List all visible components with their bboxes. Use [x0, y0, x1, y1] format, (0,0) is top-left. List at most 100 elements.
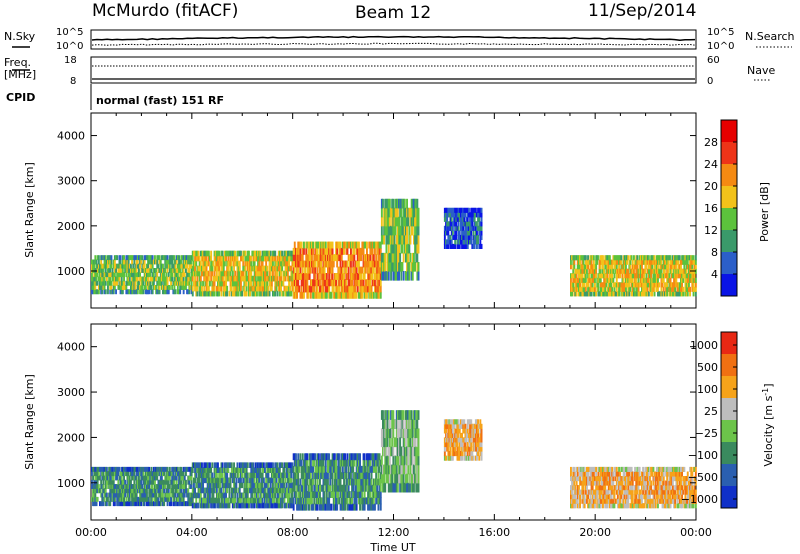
- data-cell: [126, 488, 129, 494]
- data-cell: [321, 291, 324, 299]
- data-cell: [166, 488, 169, 494]
- data-cell: [141, 255, 144, 261]
- data-cell: [327, 497, 329, 505]
- data-cell: [96, 255, 99, 261]
- data-cell: [121, 268, 124, 273]
- data-cell: [183, 479, 186, 485]
- data-cell: [582, 255, 585, 261]
- data-cell: [403, 198, 406, 209]
- data-cell: [118, 488, 121, 494]
- data-cell: [454, 221, 457, 227]
- data-cell: [286, 467, 289, 473]
- data-cell: [124, 471, 127, 477]
- data-cell: [214, 260, 217, 267]
- data-cell: [156, 488, 159, 494]
- data-cell: [598, 291, 601, 297]
- data-cell: [144, 496, 147, 502]
- data-cell: [111, 268, 114, 273]
- data-cell: [257, 472, 259, 479]
- colorbar-tick-label: 12: [704, 224, 718, 237]
- data-cell: [395, 252, 398, 263]
- data-cell: [625, 277, 627, 283]
- data-cell: [103, 466, 106, 472]
- data-cell: [240, 502, 242, 509]
- data-cell: [182, 268, 185, 273]
- data-cell: [666, 255, 669, 261]
- data-cell: [576, 286, 579, 292]
- data-cell: [284, 255, 287, 262]
- data-cell: [285, 290, 288, 297]
- data-cell: [190, 268, 193, 273]
- data-cell: [175, 475, 178, 481]
- data-cell: [252, 280, 255, 287]
- data-cell: [243, 275, 246, 282]
- data-cell: [289, 285, 292, 292]
- data-cell: [219, 280, 222, 287]
- data-cell: [155, 272, 158, 278]
- data-cell: [345, 484, 348, 492]
- data-cell: [309, 484, 312, 492]
- data-cell: [191, 265, 194, 272]
- data-cell: [333, 472, 336, 480]
- data-cell: [168, 484, 171, 489]
- data-cell: [311, 453, 313, 461]
- data-cell: [240, 462, 242, 468]
- data-cell: [284, 487, 287, 494]
- data-cell: [457, 221, 460, 227]
- data-cell: [176, 272, 179, 278]
- data-cell: [356, 484, 359, 492]
- data-cell: [283, 482, 286, 489]
- data-cell: [166, 285, 169, 290]
- data-cell: [303, 459, 305, 467]
- data-cell: [281, 280, 284, 287]
- data-cell: [399, 234, 402, 245]
- data-cell: [182, 276, 185, 282]
- data-cell: [123, 471, 125, 477]
- data-cell: [95, 471, 98, 477]
- data-cell: [589, 282, 592, 288]
- data-cell: [101, 488, 104, 494]
- data-cell: [91, 484, 93, 489]
- data-cell: [155, 289, 158, 295]
- data-cell: [307, 491, 310, 498]
- data-cell: [108, 475, 111, 481]
- data-cell: [625, 291, 627, 297]
- data-cell: [670, 291, 673, 297]
- data-cell: [170, 272, 172, 278]
- data-cell: [217, 285, 219, 292]
- data-cell: [456, 225, 459, 231]
- data-cell: [621, 282, 624, 288]
- data-cell: [234, 472, 237, 479]
- data-cell: [392, 216, 395, 227]
- data-cell: [322, 241, 325, 249]
- data-cell: [183, 475, 186, 481]
- colorbar-tick-label: 24: [704, 158, 718, 171]
- data-cell: [392, 271, 395, 281]
- data-cell: [411, 207, 414, 218]
- data-cell: [222, 265, 225, 272]
- data-cell: [154, 276, 156, 282]
- data-cell: [94, 501, 97, 507]
- data-cell: [322, 254, 325, 262]
- data-cell: [118, 263, 121, 269]
- data-cell: [321, 503, 324, 511]
- data-cell: [386, 216, 389, 227]
- data-cell: [148, 475, 151, 481]
- data-cell: [238, 502, 241, 509]
- data-cell: [149, 471, 152, 477]
- data-cell: [238, 280, 241, 287]
- data-cell: [387, 243, 390, 254]
- data-cell: [243, 290, 246, 297]
- data-cell: [127, 289, 130, 295]
- data-cell: [227, 497, 230, 504]
- data-cell: [371, 273, 374, 280]
- data-cell: [115, 263, 117, 269]
- data-cell: [450, 207, 453, 213]
- data-cell: [476, 225, 478, 231]
- data-cell: [158, 280, 161, 286]
- data-cell: [132, 488, 135, 494]
- data-cell: [261, 472, 264, 479]
- data-cell: [354, 453, 357, 461]
- data-cell: [131, 501, 133, 507]
